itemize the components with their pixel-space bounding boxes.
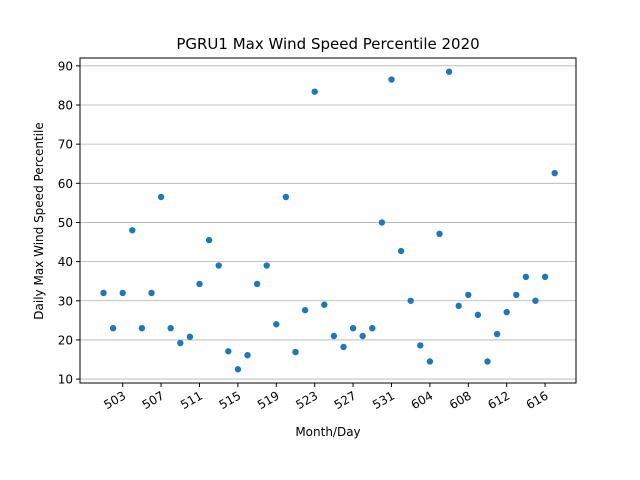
data-point bbox=[119, 289, 126, 297]
data-point bbox=[273, 321, 280, 328]
gridlines bbox=[80, 65, 576, 380]
data-point bbox=[196, 280, 203, 288]
plot-area-frame bbox=[79, 57, 577, 384]
y-axis-label: Daily Max Wind Speed Percentile bbox=[32, 122, 46, 319]
data-point bbox=[513, 291, 520, 299]
data-point bbox=[522, 273, 530, 281]
data-point bbox=[445, 68, 453, 75]
y-tick-label: 70 bbox=[58, 138, 73, 152]
y-tick-label: 60 bbox=[58, 177, 73, 191]
data-point bbox=[167, 324, 174, 332]
data-point bbox=[148, 289, 155, 297]
data-point bbox=[109, 324, 117, 332]
data-point bbox=[292, 348, 299, 356]
y-tick-label: 20 bbox=[58, 333, 73, 347]
y-tick-label: 90 bbox=[58, 59, 73, 73]
x-axis-label: Month/Day bbox=[295, 425, 360, 439]
y-tick-label: 80 bbox=[58, 98, 73, 112]
data-point bbox=[397, 247, 405, 255]
data-point bbox=[349, 324, 357, 332]
data-point bbox=[321, 301, 328, 308]
data-point bbox=[359, 332, 366, 340]
data-point bbox=[282, 193, 290, 201]
data-point bbox=[177, 339, 184, 347]
data-point bbox=[138, 324, 146, 332]
data-point bbox=[186, 333, 194, 340]
y-tick-label: 10 bbox=[58, 373, 73, 387]
data-point bbox=[474, 311, 482, 319]
y-axis: 10 20 30 40 50 60 70 80 90 bbox=[58, 59, 80, 387]
data-point bbox=[493, 330, 501, 338]
data-point bbox=[503, 308, 510, 316]
data-point bbox=[532, 297, 539, 304]
data-point bbox=[129, 227, 136, 234]
data-point bbox=[157, 193, 165, 201]
y-tick-label: 30 bbox=[58, 294, 73, 308]
data-point bbox=[205, 236, 213, 244]
data-point bbox=[484, 358, 491, 365]
data-point bbox=[244, 351, 251, 359]
data-point bbox=[369, 324, 376, 332]
data-point bbox=[330, 332, 338, 340]
data-point bbox=[100, 289, 107, 297]
data-point bbox=[407, 297, 414, 304]
data-point bbox=[378, 219, 386, 226]
data-point bbox=[215, 262, 222, 269]
data-point bbox=[541, 273, 549, 281]
data-point bbox=[426, 358, 434, 365]
data-point bbox=[253, 280, 261, 288]
data-point bbox=[225, 348, 232, 355]
data-point bbox=[455, 302, 462, 310]
y-tick-label: 50 bbox=[58, 216, 73, 230]
chart-title: PGRU1 Max Wind Speed Percentile 2020 bbox=[176, 35, 479, 53]
data-point bbox=[301, 306, 309, 314]
data-point bbox=[388, 76, 395, 83]
data-point bbox=[311, 88, 318, 95]
data-points bbox=[100, 68, 558, 373]
data-point bbox=[465, 291, 472, 299]
data-point bbox=[436, 230, 443, 238]
data-point bbox=[417, 342, 424, 349]
data-point bbox=[263, 262, 270, 269]
data-point bbox=[340, 343, 347, 351]
y-tick-label: 40 bbox=[58, 255, 73, 269]
data-point bbox=[551, 169, 558, 177]
data-point bbox=[234, 366, 242, 373]
